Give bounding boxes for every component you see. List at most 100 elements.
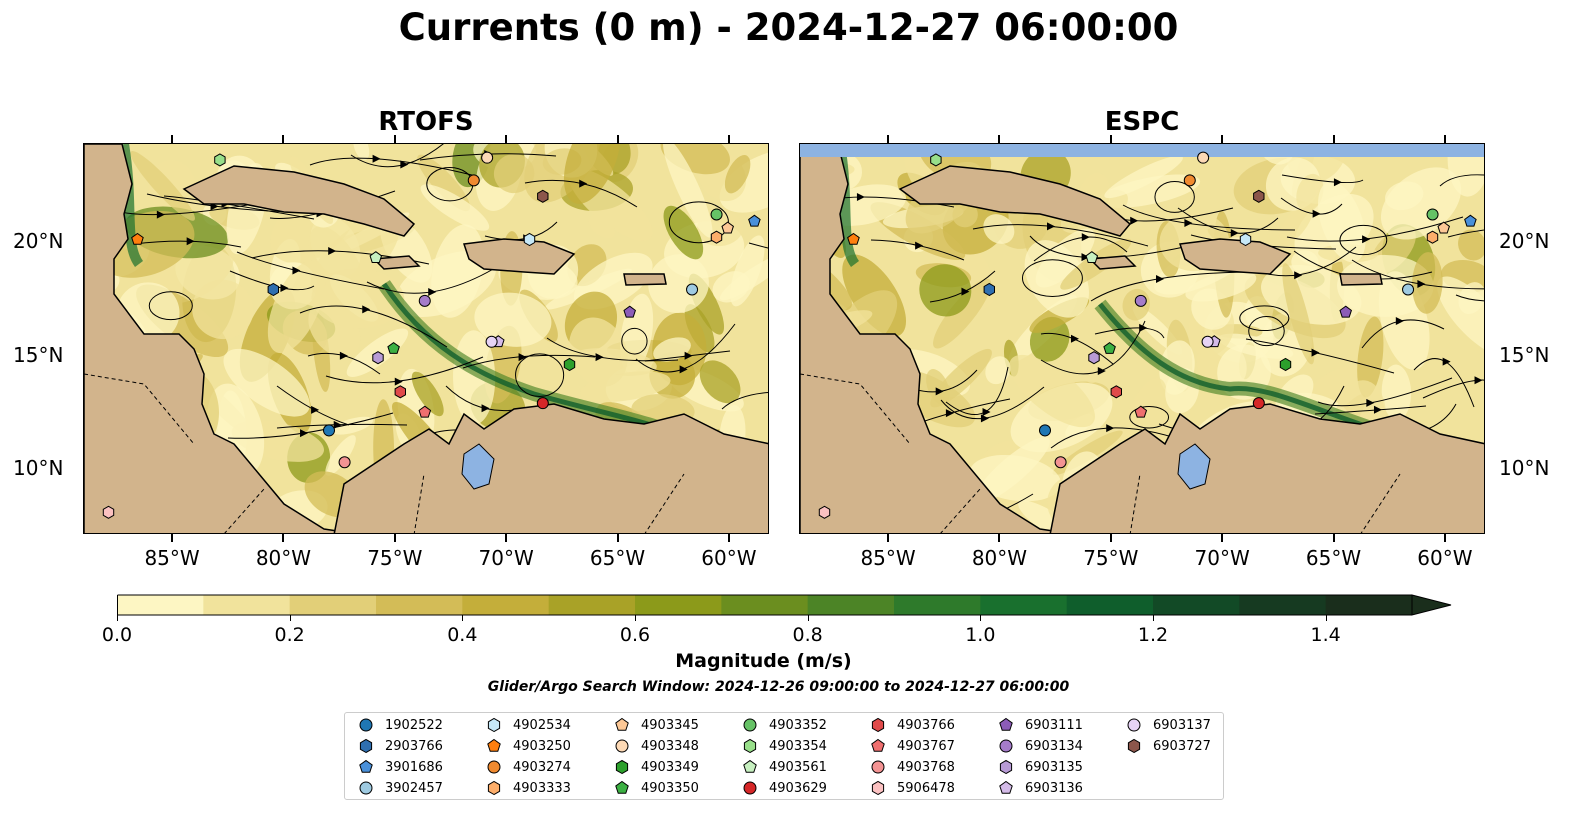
float-marker-4903348[interactable] bbox=[481, 151, 494, 164]
rtofs-map[interactable] bbox=[83, 143, 769, 534]
float-marker-4903350[interactable] bbox=[1103, 341, 1116, 354]
legend-marker-6903137[interactable] bbox=[1127, 718, 1141, 732]
legend-label: 4903349 bbox=[641, 759, 699, 775]
espc-map[interactable] bbox=[799, 143, 1485, 534]
float-marker-4903274[interactable] bbox=[467, 174, 480, 187]
legend-marker-4903350[interactable] bbox=[615, 780, 629, 794]
legend-item: 6903136 bbox=[997, 778, 1083, 798]
lon-tick bbox=[998, 534, 1001, 542]
float-marker-4903333[interactable] bbox=[1426, 230, 1439, 244]
float-marker-4903629[interactable] bbox=[1252, 397, 1265, 410]
float-marker-3901686[interactable] bbox=[1464, 214, 1477, 227]
legend-label: 6903137 bbox=[1153, 717, 1211, 733]
float-marker-2903766[interactable] bbox=[267, 282, 279, 297]
lon-tick bbox=[1109, 135, 1112, 143]
float-marker-4902534[interactable] bbox=[523, 232, 536, 247]
float-marker-6903727[interactable] bbox=[537, 189, 549, 203]
legend-item: 6903135 bbox=[997, 757, 1083, 777]
float-marker-3902457[interactable] bbox=[1402, 283, 1415, 296]
float-marker-4903768[interactable] bbox=[1054, 456, 1067, 469]
float-marker-4903250[interactable] bbox=[131, 232, 144, 245]
search-window-text: Glider/Argo Search Window: 2024-12-26 09… bbox=[487, 679, 1070, 695]
legend-item: 3902457 bbox=[357, 778, 443, 798]
legend-marker-4902534[interactable] bbox=[487, 717, 501, 733]
legend-item: 4903333 bbox=[485, 778, 571, 798]
float-marker-4903349[interactable] bbox=[1279, 357, 1292, 372]
legend-marker-4903354[interactable] bbox=[743, 738, 757, 754]
float-marker-4903348[interactable] bbox=[1197, 151, 1210, 164]
figure-title: Currents (0 m) - 2024-12-27 06:00:00 bbox=[398, 6, 1179, 49]
legend-label: 5906478 bbox=[897, 780, 955, 796]
lon-tick bbox=[1443, 135, 1446, 143]
float-marker-6903111[interactable] bbox=[623, 305, 636, 318]
legend-marker-5906478[interactable] bbox=[871, 780, 885, 796]
float-marker-4903766[interactable] bbox=[1110, 385, 1122, 399]
float-marker-4903629[interactable] bbox=[536, 397, 549, 410]
float-marker-4903333[interactable] bbox=[710, 230, 723, 244]
float-marker-4903350[interactable] bbox=[387, 341, 400, 354]
float-marker-4903274[interactable] bbox=[1183, 174, 1196, 187]
colorbar-segment bbox=[462, 595, 550, 615]
float-marker-4903767[interactable] bbox=[418, 405, 432, 418]
legend-marker-6903135[interactable] bbox=[999, 759, 1013, 775]
float-marker-6903135[interactable] bbox=[1088, 351, 1100, 365]
legend-item: 4903768 bbox=[869, 757, 955, 777]
legend-marker-6903111[interactable] bbox=[999, 717, 1013, 731]
legend-marker-icon bbox=[615, 717, 629, 731]
float-marker-6903135[interactable] bbox=[372, 351, 384, 365]
float-marker-4903766[interactable] bbox=[394, 385, 406, 399]
float-marker-6903727[interactable] bbox=[1253, 189, 1265, 203]
lon-label: 75°W bbox=[367, 546, 423, 570]
float-marker-6903137[interactable] bbox=[1201, 335, 1214, 348]
legend-marker-6903134[interactable] bbox=[999, 739, 1013, 753]
float-marker-4903349[interactable] bbox=[563, 357, 576, 372]
legend-marker-6903727[interactable] bbox=[1127, 738, 1141, 754]
float-marker-4903250[interactable] bbox=[847, 232, 860, 245]
float-marker-4903352[interactable] bbox=[1426, 208, 1439, 221]
legend-marker-3901686[interactable] bbox=[359, 759, 373, 773]
legend-marker-6903136[interactable] bbox=[999, 780, 1013, 794]
float-marker-4903354[interactable] bbox=[214, 153, 226, 167]
legend-marker-4903250[interactable] bbox=[487, 738, 501, 752]
legend-marker-4903629[interactable] bbox=[743, 781, 757, 795]
legend-marker-4903345[interactable] bbox=[615, 717, 629, 731]
legend-marker-1902522[interactable] bbox=[359, 718, 373, 732]
float-marker-4903352[interactable] bbox=[710, 208, 723, 221]
float-marker-6903134[interactable] bbox=[418, 294, 431, 307]
float-marker-4903768[interactable] bbox=[338, 456, 351, 469]
float-marker-1902522[interactable] bbox=[1038, 424, 1052, 437]
lon-tick bbox=[1332, 534, 1335, 542]
float-marker-6903134[interactable] bbox=[1134, 294, 1147, 307]
float-marker-3902457[interactable] bbox=[686, 283, 699, 296]
float-marker-4903354[interactable] bbox=[930, 153, 942, 167]
float-marker-4903561[interactable] bbox=[369, 251, 383, 263]
legend-marker-2903766[interactable] bbox=[359, 738, 373, 754]
legend-marker-4903766[interactable] bbox=[871, 717, 885, 733]
float-marker-4903561[interactable] bbox=[1085, 251, 1099, 263]
float-marker-4903345[interactable] bbox=[1437, 221, 1450, 234]
float-marker-4903345[interactable] bbox=[721, 221, 734, 234]
float-marker-2903766[interactable] bbox=[983, 282, 995, 297]
legend-marker-4903333[interactable] bbox=[487, 780, 501, 796]
float-marker-4902534[interactable] bbox=[1239, 232, 1252, 247]
legend-label: 4903768 bbox=[897, 759, 955, 775]
lon-label: 80°W bbox=[255, 546, 312, 570]
legend-marker-3902457[interactable] bbox=[359, 781, 373, 795]
legend-marker-4903767[interactable] bbox=[871, 738, 885, 752]
legend-marker-4903768[interactable] bbox=[871, 760, 885, 774]
legend-marker-icon bbox=[871, 738, 885, 752]
float-marker-5906478[interactable] bbox=[102, 505, 115, 519]
float-marker-6903111[interactable] bbox=[1339, 305, 1352, 318]
legend-marker-4903274[interactable] bbox=[487, 760, 501, 774]
colorbar-tick-label: 1.4 bbox=[1310, 624, 1341, 646]
legend-marker-4903348[interactable] bbox=[615, 739, 629, 753]
legend-marker-4903561[interactable] bbox=[743, 759, 757, 773]
legend-item: 1902522 bbox=[357, 715, 443, 735]
float-marker-4903767[interactable] bbox=[1134, 405, 1148, 418]
float-marker-5906478[interactable] bbox=[818, 505, 831, 519]
float-marker-3901686[interactable] bbox=[748, 214, 761, 227]
float-marker-1902522[interactable] bbox=[322, 424, 336, 437]
float-marker-6903137[interactable] bbox=[485, 335, 498, 348]
legend-marker-4903352[interactable] bbox=[743, 718, 757, 732]
legend-marker-4903349[interactable] bbox=[615, 759, 629, 775]
